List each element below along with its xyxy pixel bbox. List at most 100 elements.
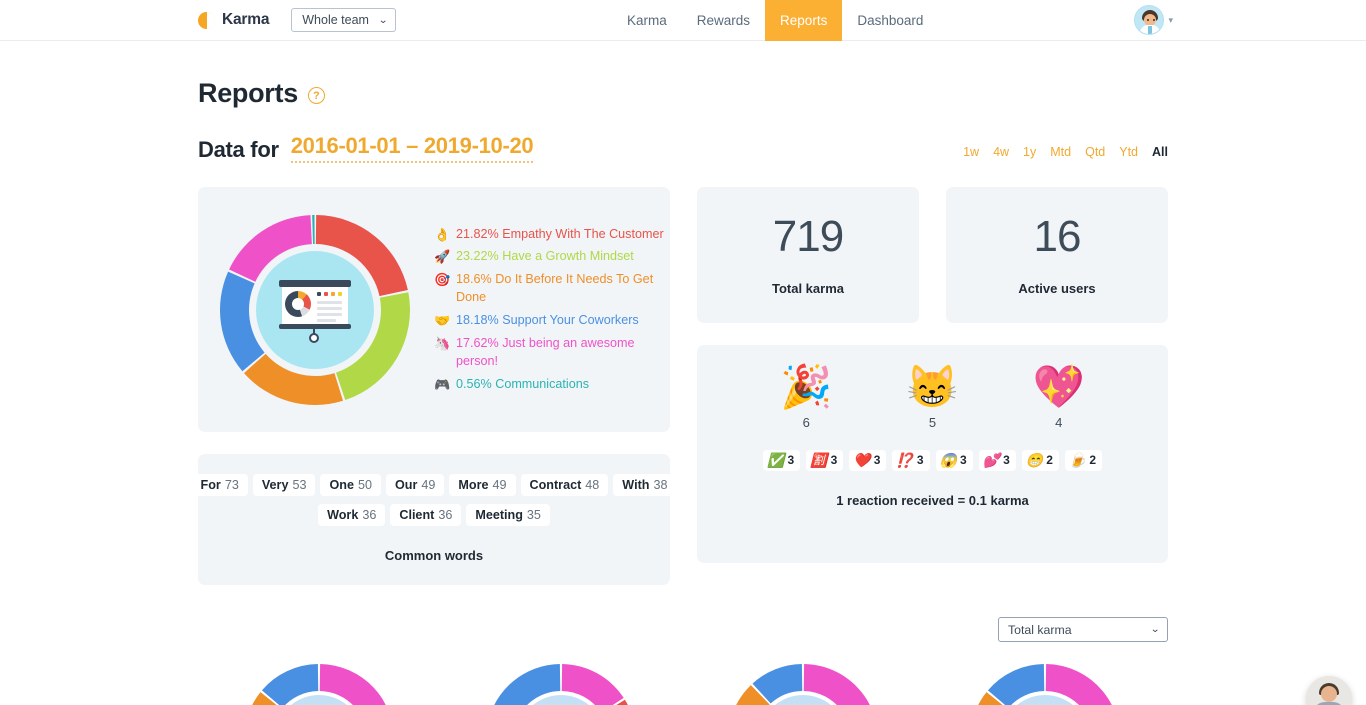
stat-row: 719 Total karma 16 Active users: [697, 187, 1168, 323]
date-range-row: Data for 2016-01-01 – 2019-10-20 1w 4w 1…: [198, 133, 1168, 163]
common-words-card: For 73 Very 53 One 50 Our 49 More 49 Contract…: [191, 454, 677, 585]
right-column: 719 Total karma 16 Active users 🎉 6 😸: [697, 187, 1168, 585]
support-chat-avatar[interactable]: [1306, 676, 1352, 705]
per-user-donut-chart[interactable]: [924, 664, 1166, 705]
beer-mug-icon: 🍺: [1068, 452, 1087, 469]
grinning-cat-icon: 😸: [906, 363, 959, 410]
red-heart-icon: ❤️: [853, 452, 871, 469]
word-row-1: For 73 Very 53 One 50 Our 49 More 49 Contract…: [191, 474, 677, 496]
reaction-chip-count: 3: [1003, 453, 1010, 468]
two-hearts-icon: 💕: [982, 452, 1001, 469]
legend-item[interactable]: 🎯 18.6% Do It Before It Needs To Get Don…: [434, 271, 669, 307]
word-chip[interactable]: With 38: [613, 474, 677, 496]
chevron-down-icon: ⌄: [378, 14, 389, 26]
word-chip[interactable]: Work 36: [318, 504, 386, 526]
period-selector: 1w 4w 1y Mtd Qtd Ytd All: [963, 145, 1168, 163]
reaction-chip-count: 3: [916, 453, 924, 468]
word-chip[interactable]: Very 53: [252, 474, 316, 496]
top-reaction-count: 4: [1055, 415, 1063, 431]
nav-item-dashboard[interactable]: Dashboard: [857, 13, 924, 28]
chevron-down-icon: ⌄: [1149, 624, 1160, 635]
reaction-chip[interactable]: 🈹 3: [806, 450, 844, 471]
word-chip[interactable]: Our 49: [385, 474, 445, 496]
period-4w[interactable]: 4w: [993, 145, 1010, 159]
per-user-donut-chart[interactable]: [682, 664, 924, 705]
page-title: Reports: [198, 78, 298, 108]
main-nav: Karma Rewards Reports Dashboard: [612, 0, 938, 41]
top-reactions: 🎉 6 😸 5 💖 4: [780, 363, 1085, 431]
ok-hand-icon: 👌: [434, 226, 451, 242]
party-popper-icon: 🎉: [780, 363, 833, 410]
question-mark-icon[interactable]: ?: [307, 87, 325, 104]
word-chip[interactable]: Contract 48: [520, 474, 609, 496]
top-reaction[interactable]: 🎉 6: [780, 363, 833, 430]
legend-label-3: 18.18% Support Your Coworkers: [456, 313, 639, 327]
reaction-chip[interactable]: 🍺 2: [1064, 450, 1102, 471]
active-users-card: 16 Active users: [946, 187, 1168, 323]
period-qtd[interactable]: Qtd: [1085, 145, 1106, 159]
reaction-chip-count: 2: [1046, 453, 1053, 468]
left-column: 👌 21.82% Empathy With The Customer 🚀 23.…: [191, 187, 677, 585]
team-selector[interactable]: Whole team ⌄: [291, 8, 397, 32]
word-row-2: Work 36 Client 36 Meeting 35: [216, 504, 652, 526]
avatar-eye-left: [1147, 19, 1150, 21]
legend-item[interactable]: 👌 21.82% Empathy With The Customer: [434, 226, 669, 244]
per-user-donut-chart[interactable]: [198, 664, 440, 705]
cards-area: 👌 21.82% Empathy With The Customer 🚀 23.…: [191, 187, 1168, 585]
brand-logo[interactable]: Karma: [198, 11, 269, 29]
top-reaction[interactable]: 😸 5: [906, 363, 959, 430]
karma-conversion-note: 1 reaction received = 0.1 karma: [836, 492, 1029, 508]
per-user-donut-chart[interactable]: [440, 664, 682, 705]
legend-item[interactable]: 🤝 18.18% Support Your Coworkers: [434, 312, 669, 330]
word-chip[interactable]: One 50: [320, 474, 381, 496]
legend-label-2: 18.6% Do It Before It Needs To Get Done: [456, 272, 654, 305]
reaction-chip[interactable]: 💕 3: [978, 450, 1016, 471]
word-chip[interactable]: Meeting 35: [466, 504, 550, 526]
top-navigation-bar: Karma Whole team ⌄ Karma Rewards Reports…: [0, 0, 1366, 41]
period-1w[interactable]: 1w: [963, 145, 980, 159]
word-chip[interactable]: Client 36: [390, 504, 462, 526]
period-1y[interactable]: 1y: [1023, 145, 1037, 159]
reaction-chip-count: 3: [787, 453, 795, 468]
page-header: Reports ?: [198, 78, 1168, 109]
period-ytd[interactable]: Ytd: [1119, 145, 1139, 159]
reaction-chip[interactable]: ⁉️ 3: [892, 450, 930, 471]
nav-item-reports[interactable]: Reports: [765, 0, 843, 41]
word-chip[interactable]: For 73: [191, 474, 248, 496]
metric-select[interactable]: Total karma ⌄: [998, 617, 1168, 642]
handshake-icon: 🤝: [434, 313, 451, 328]
user-menu[interactable]: ▾: [1134, 5, 1173, 35]
legend-item[interactable]: 🦄 17.62% Just being an awesome person!: [434, 335, 669, 371]
total-karma-card: 719 Total karma: [697, 187, 919, 323]
nav-item-rewards[interactable]: Rewards: [696, 13, 751, 28]
active-users-label: Active users: [1018, 280, 1096, 296]
active-users-value: 16: [1033, 211, 1082, 261]
legend-label-1: 23.22% Have a Growth Mindset: [456, 249, 634, 264]
reaction-chip-count: 3: [873, 453, 881, 468]
reaction-chip[interactable]: ❤️ 3: [849, 450, 887, 471]
period-all[interactable]: All: [1152, 145, 1168, 159]
reaction-chip-count: 3: [830, 453, 838, 468]
unicorn-icon: 🦄: [434, 335, 451, 351]
avatar-tie: [1148, 26, 1153, 34]
screaming-face-icon: 😱: [939, 452, 957, 469]
video-game-icon: 🎮: [434, 376, 451, 392]
reaction-chip[interactable]: 😁 2: [1021, 450, 1059, 471]
word-chip[interactable]: More 49: [449, 474, 516, 496]
period-mtd[interactable]: Mtd: [1050, 145, 1072, 159]
brand-name: Karma: [222, 11, 270, 28]
top-reaction[interactable]: 💖 4: [1033, 364, 1085, 431]
donut-center-illustration: [256, 250, 374, 369]
total-karma-label: Total karma: [771, 280, 844, 296]
avatar[interactable]: [1134, 5, 1165, 35]
reaction-chip[interactable]: 😱 3: [935, 450, 973, 471]
reaction-chip[interactable]: ✅ 3: [763, 450, 801, 471]
per-user-charts-row: [198, 664, 1168, 705]
nav-item-karma[interactable]: Karma: [627, 13, 667, 28]
reaction-chip-count: 3: [959, 453, 967, 468]
legend-item[interactable]: 🎮 0.56% Communications: [434, 376, 669, 394]
date-range-picker[interactable]: 2016-01-01 – 2019-10-20: [290, 133, 534, 163]
rocket-icon: 🚀: [434, 249, 451, 265]
legend-item[interactable]: 🚀 23.22% Have a Growth Mindset: [434, 248, 669, 266]
reaction-chip-count: 2: [1089, 453, 1096, 468]
